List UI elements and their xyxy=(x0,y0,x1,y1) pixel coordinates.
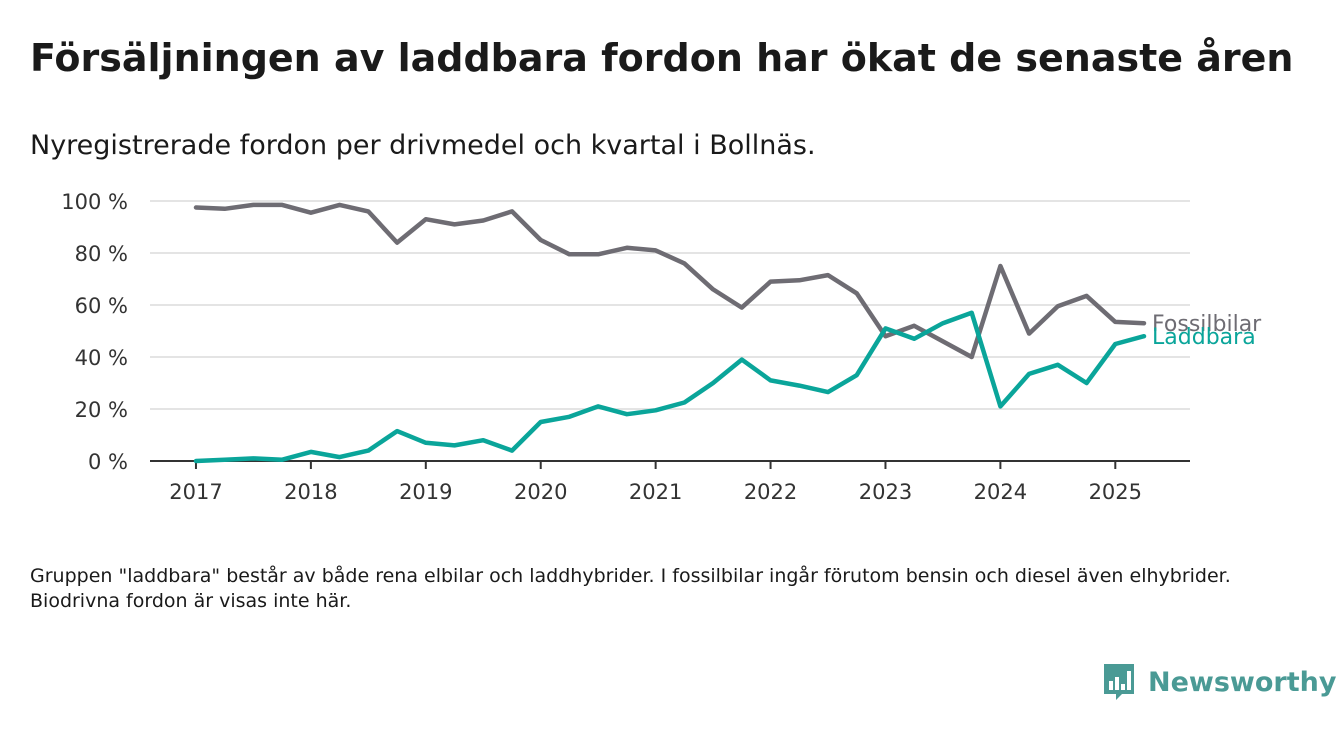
y-tick-label: 40 % xyxy=(75,346,128,370)
footnote: Gruppen "laddbara" består av både rena e… xyxy=(30,565,1231,612)
x-tick-label: 2019 xyxy=(399,480,452,504)
x-tick-label: 2025 xyxy=(1089,480,1142,504)
y-tick-label: 100 % xyxy=(61,190,128,214)
x-tick-label: 2018 xyxy=(284,480,337,504)
x-tick-label: 2021 xyxy=(629,480,682,504)
x-tick-label: 2017 xyxy=(169,480,222,504)
chart-subtitle: Nyregistrerade fordon per drivmedel och … xyxy=(30,130,816,161)
chart-title: Försäljningen av laddbara fordon har öka… xyxy=(30,36,1294,80)
x-tick-label: 2024 xyxy=(974,480,1027,504)
series-label-laddbara: Laddbara xyxy=(1152,325,1256,350)
y-tick-label: 0 % xyxy=(88,450,128,474)
series-label-fossilbilar: Fossilbilar xyxy=(1152,312,1262,337)
series-line-laddbara xyxy=(193,310,1147,464)
bar-chart-icon xyxy=(1104,664,1134,700)
x-tick-label: 2020 xyxy=(514,480,567,504)
y-tick-label: 80 % xyxy=(75,242,128,266)
x-tick-label: 2022 xyxy=(744,480,797,504)
x-tick-label: 2023 xyxy=(859,480,912,504)
newsworthy-logo: Newsworthy xyxy=(1102,662,1336,702)
logo-text: Newsworthy xyxy=(1148,666,1337,698)
y-tick-label: 60 % xyxy=(75,294,128,318)
series-line-fossilbilar xyxy=(193,202,1147,360)
y-tick-label: 20 % xyxy=(75,398,128,422)
